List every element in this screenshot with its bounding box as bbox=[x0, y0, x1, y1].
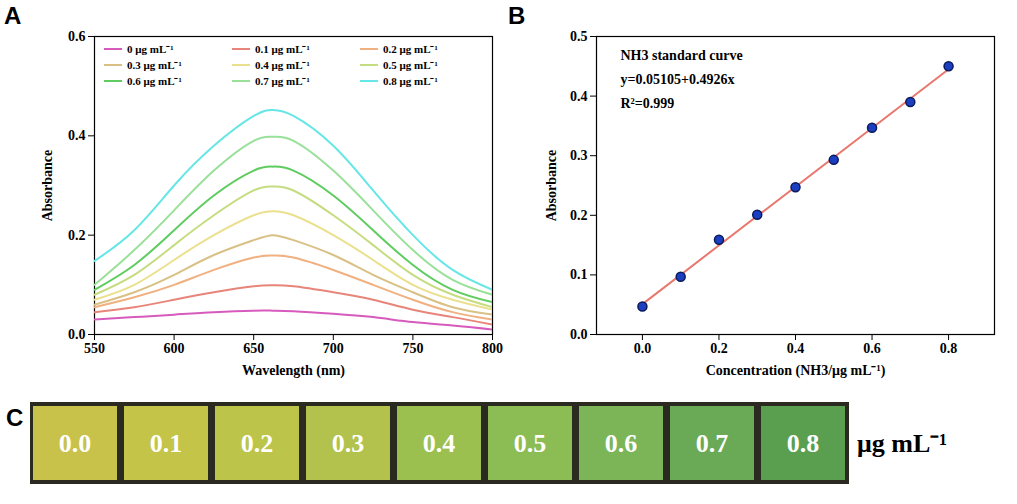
svg-text:μg mL⁻¹: μg mL⁻¹ bbox=[857, 429, 947, 458]
svg-text:0.2: 0.2 bbox=[241, 429, 274, 458]
html-text:0.6 μg mL⁻¹: 0.6 μg mL⁻¹ bbox=[127, 75, 182, 87]
svg-text:Wavelength (nm): Wavelength (nm) bbox=[242, 363, 345, 379]
svg-text:0.8: 0.8 bbox=[940, 341, 958, 356]
html-text:B: B bbox=[508, 2, 526, 29]
svg-text:0.0: 0.0 bbox=[59, 429, 92, 458]
svg-text:800: 800 bbox=[482, 341, 503, 356]
svg-text:550: 550 bbox=[84, 341, 105, 356]
html-text:0.2 μg mL⁻¹: 0.2 μg mL⁻¹ bbox=[383, 43, 438, 55]
svg-text:600: 600 bbox=[164, 341, 185, 356]
svg-text:0.3: 0.3 bbox=[332, 429, 365, 458]
html-text:0.1 μg mL⁻¹: 0.1 μg mL⁻¹ bbox=[255, 43, 310, 55]
html-text:0.5 μg mL⁻¹: 0.5 μg mL⁻¹ bbox=[383, 59, 438, 71]
svg-text:0.4: 0.4 bbox=[423, 429, 456, 458]
svg-text:0.0: 0.0 bbox=[570, 327, 588, 342]
svg-text:700: 700 bbox=[323, 341, 344, 356]
svg-text:0.5: 0.5 bbox=[514, 429, 547, 458]
svg-text:Absorbance: Absorbance bbox=[40, 150, 55, 222]
svg-text:0.6: 0.6 bbox=[605, 429, 638, 458]
html-text:A: A bbox=[4, 2, 22, 29]
svg-text:0.2: 0.2 bbox=[710, 341, 728, 356]
svg-text:0.4: 0.4 bbox=[68, 128, 86, 143]
svg-text:0.1: 0.1 bbox=[570, 267, 588, 282]
html-text:0.8 μg mL⁻¹: 0.8 μg mL⁻¹ bbox=[383, 75, 438, 87]
svg-text:0.0: 0.0 bbox=[634, 341, 652, 356]
html-text:0.3 μg mL⁻¹: 0.3 μg mL⁻¹ bbox=[127, 59, 182, 71]
html-text:0 μg mL⁻¹: 0 μg mL⁻¹ bbox=[127, 43, 174, 55]
svg-text:Concentration (NH3/μg mL⁻¹): Concentration (NH3/μg mL⁻¹) bbox=[706, 363, 886, 379]
svg-text:0.1: 0.1 bbox=[150, 429, 183, 458]
html-text:0.4 μg mL⁻¹: 0.4 μg mL⁻¹ bbox=[255, 59, 310, 71]
html-text:0.7 μg mL⁻¹: 0.7 μg mL⁻¹ bbox=[255, 75, 310, 87]
svg-text:0.3: 0.3 bbox=[570, 148, 588, 163]
svg-text:0.5: 0.5 bbox=[570, 29, 588, 44]
html-text:C: C bbox=[6, 404, 24, 431]
svg-text:650: 650 bbox=[243, 341, 264, 356]
svg-text:y=0.05105+0.4926x: y=0.05105+0.4926x bbox=[621, 72, 735, 87]
svg-text:Absorbance: Absorbance bbox=[544, 150, 559, 222]
svg-text:750: 750 bbox=[402, 341, 423, 356]
svg-text:0.6: 0.6 bbox=[863, 341, 881, 356]
svg-text:NH3 standard curve: NH3 standard curve bbox=[621, 48, 743, 63]
svg-text:0.2: 0.2 bbox=[570, 208, 588, 223]
svg-text:0.6: 0.6 bbox=[68, 29, 86, 44]
svg-text:0.4: 0.4 bbox=[787, 341, 805, 356]
svg-text:0.0: 0.0 bbox=[68, 327, 86, 342]
svg-text:0.7: 0.7 bbox=[696, 429, 729, 458]
svg-text:0.2: 0.2 bbox=[68, 228, 86, 243]
svg-text:0.8: 0.8 bbox=[787, 429, 820, 458]
svg-text:0.4: 0.4 bbox=[570, 89, 588, 104]
svg-text:R²=0.999: R²=0.999 bbox=[621, 96, 675, 111]
